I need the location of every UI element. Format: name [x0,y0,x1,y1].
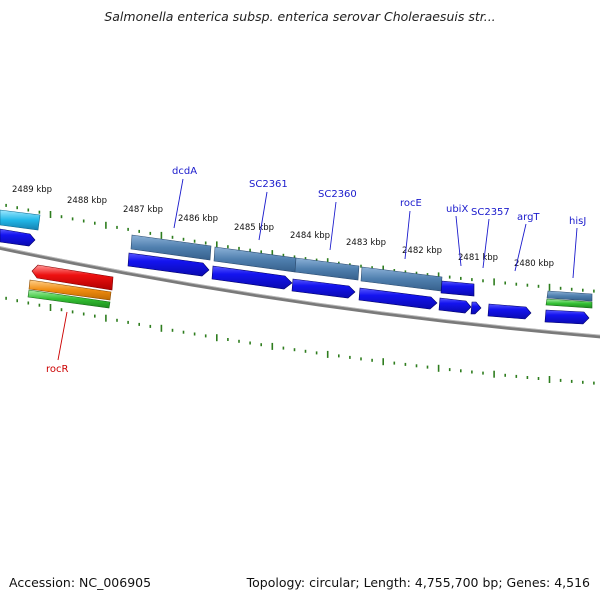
kbp-label-2483: 2483 kbp [346,238,386,248]
leader-rocE [404,210,411,260]
feature-bar-steel[interactable] [546,290,593,302]
kbp-label-2482: 2482 kbp [402,246,442,256]
cds-arrow[interactable] [470,301,482,315]
kbp-label-2489: 2489 kbp [12,185,52,195]
gene-label-ubiX[interactable]: ubiX [446,204,468,215]
cds-arrow[interactable] [211,265,293,290]
leader-SC2360 [329,201,337,251]
genome-backbone [0,246,600,339]
feature-bar-cyan[interactable] [0,209,41,231]
cds-arrow[interactable] [438,297,472,314]
gene-label-SC2360[interactable]: SC2360 [318,189,357,200]
leader-SC2361 [258,191,268,241]
kbp-scale: 2489 kbp 2488 kbp 2487 kbp 2486 kbp 2485… [12,185,554,269]
kbp-label-2486: 2486 kbp [178,214,218,224]
kbp-label-2484: 2484 kbp [290,231,330,241]
kbp-label-2485: 2485 kbp [234,223,274,233]
accession-info: Accession: NC_006905 [9,575,152,590]
kbp-label-2487: 2487 kbp [123,205,163,215]
gene-label-rocR[interactable]: rocR [46,364,69,375]
cds-arrow[interactable] [0,228,36,247]
gene-label-rocE[interactable]: rocE [400,198,422,209]
kbp-label-2481: 2481 kbp [458,253,498,263]
gene-labels: dcdA SC2361 SC2360 rocE ubiX SC2357 argT… [46,166,586,375]
gene-label-SC2361[interactable]: SC2361 [249,179,288,190]
gene-label-dcdA[interactable]: dcdA [172,166,197,177]
cds-arrow[interactable] [127,252,210,277]
leader-dcdA [173,178,184,229]
operon-features [0,209,593,309]
genome-summary: Topology: circular; Length: 4,755,700 bp… [246,575,590,590]
kbp-label-2480: 2480 kbp [514,259,554,269]
feature-bar-green[interactable] [27,289,111,309]
cds-arrow[interactable] [544,309,590,325]
leader-ubiX [455,215,462,267]
feature-bar-orange[interactable] [28,279,112,301]
gene-label-argT[interactable]: argT [517,212,540,223]
map-title: Salmonella enterica subsp. enterica sero… [104,9,496,24]
cds-arrow[interactable] [291,278,356,299]
feature-bar-steel[interactable] [130,234,212,261]
genome-backbone-highlight [0,246,600,336]
leader-rocR [57,311,68,361]
cds-forward-track [0,228,590,325]
cds-reverse-track [27,264,114,309]
kbp-label-2488: 2488 kbp [67,196,107,206]
feature-bar-steel[interactable] [294,257,360,281]
gene-label-hisJ[interactable]: hisJ [569,216,586,227]
feature-bar-steel[interactable] [360,266,443,292]
leader-SC2357 [482,218,490,269]
leader-argT [514,223,527,272]
cds-arrow[interactable] [487,303,532,320]
cds-arrow[interactable] [358,287,438,310]
tick-track-bottom [5,296,595,385]
gene-label-SC2357[interactable]: SC2357 [471,207,510,218]
gene-leader-lines [57,178,578,361]
tick-track-top [5,203,595,293]
feature-bar-green[interactable] [545,298,593,309]
cds-arrow[interactable] [440,280,475,297]
rocR-feature-red[interactable] [31,264,114,291]
leader-hisJ [572,227,578,279]
